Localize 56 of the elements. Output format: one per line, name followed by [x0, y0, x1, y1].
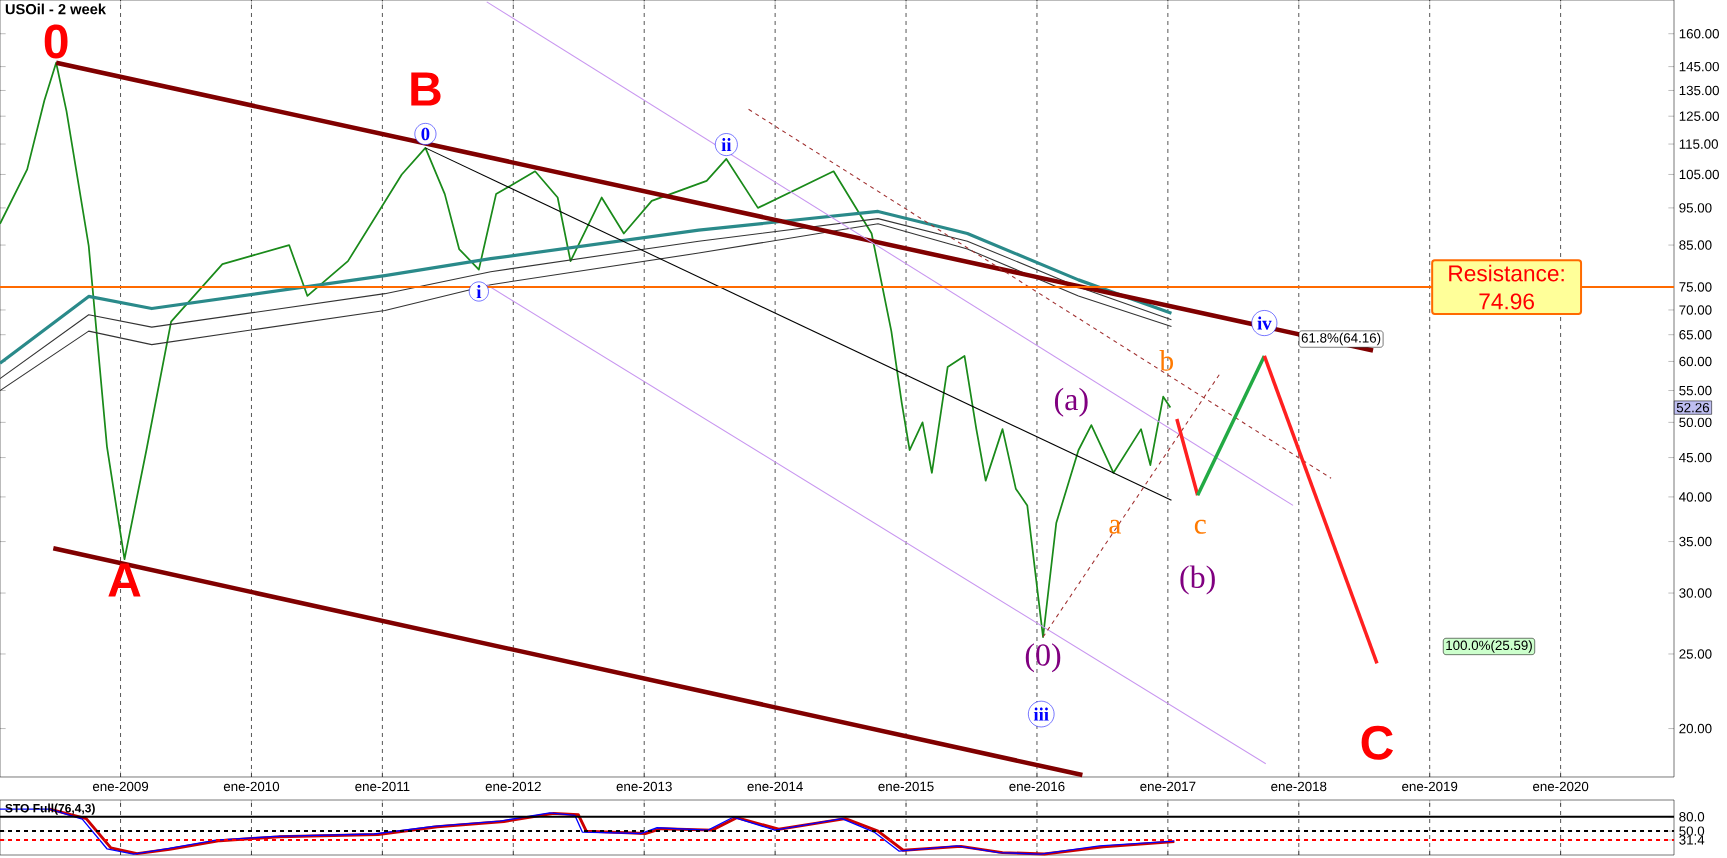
annotation: i [476, 285, 482, 298]
x-tick-label: ene-2009 [92, 781, 149, 792]
annotation: 100.0%(25.59) [1446, 640, 1532, 653]
x-tick-label: ene-2018 [1271, 781, 1327, 792]
y-tick-label: 30.00 [1679, 588, 1712, 598]
annotation: 0 [421, 127, 430, 141]
y-tick-label: 145.00 [1679, 61, 1719, 72]
annotation: a [1109, 519, 1122, 534]
y-tick-label: 50.00 [1679, 417, 1712, 428]
annotation: A [108, 563, 141, 597]
y-tick-label: 75.00 [1679, 282, 1712, 292]
x-tick-label: ene-2015 [878, 781, 934, 792]
x-tick-label: ene-2010 [223, 781, 280, 792]
x-tick-label: ene-2013 [616, 781, 672, 792]
y-tick-label: 60.00 [1679, 356, 1712, 367]
annotation: (b) [1180, 565, 1215, 595]
y-tick-label: 80.0 [1679, 812, 1705, 822]
y-tick-label: 31.4 [1679, 835, 1705, 845]
y-tick-label: 70.00 [1679, 305, 1712, 315]
y-tick-label: 50.0 [1679, 826, 1705, 836]
annotation: 52.26 [1676, 402, 1710, 413]
y-tick-label: 55.00 [1679, 385, 1712, 396]
x-tick-label: ene-2016 [1009, 781, 1065, 792]
y-tick-label: 85.00 [1679, 240, 1712, 250]
y-tick-label: 160.00 [1679, 29, 1719, 39]
x-tick-label: ene-2020 [1533, 781, 1589, 792]
annotation: b [1159, 350, 1174, 371]
annotation: (a) [1054, 387, 1088, 417]
x-tick-label: ene-2017 [1140, 781, 1196, 792]
annotation: 0 [44, 24, 68, 59]
y-tick-label: 125.00 [1679, 111, 1719, 121]
annotation: 61.8%(64.16) [1301, 332, 1381, 346]
annotation: (0) [1025, 643, 1061, 673]
annotation: iv [1257, 316, 1272, 330]
annotation: c [1194, 519, 1206, 534]
line-series [0, 61, 1172, 638]
annotation: ii [721, 138, 732, 152]
y-tick-label: 115.00 [1679, 139, 1718, 149]
y-tick-label: 45.00 [1679, 452, 1712, 463]
x-tick-label: ene-2012 [485, 781, 541, 792]
y-tick-label: 65.00 [1679, 330, 1712, 340]
y-tick-label: 20.00 [1679, 723, 1712, 734]
annotation: iii [1033, 707, 1049, 721]
y-tick-label: 40.00 [1679, 492, 1712, 502]
y-tick-label: 105.00 [1679, 169, 1719, 180]
x-tick-label: ene-2019 [1402, 781, 1458, 792]
annotation: C [1361, 725, 1393, 760]
chart-title: USOil - 2 week [5, 3, 107, 15]
y-tick-label: 95.00 [1679, 203, 1712, 213]
x-tick-label: ene-2014 [747, 781, 803, 792]
ref-line-label: Resistance: 74.96 [1449, 264, 1564, 310]
y-tick-label: 135.00 [1679, 85, 1719, 96]
x-tick-label: ene-2011 [355, 781, 410, 792]
y-tick-label: 35.00 [1679, 536, 1712, 547]
annotation: B [411, 72, 441, 106]
y-tick-label: 25.00 [1679, 649, 1712, 659]
